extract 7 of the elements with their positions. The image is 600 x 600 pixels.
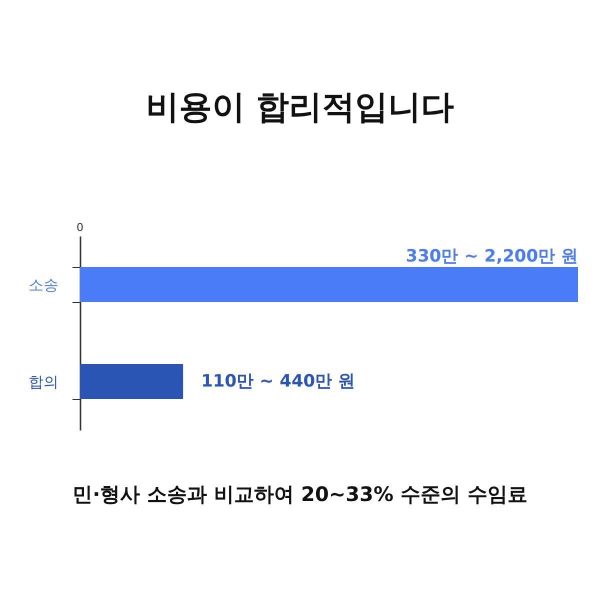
- annotation: 110만 ~ 440만 원: [201, 372, 356, 392]
- annotation: 330만 ~ 2,200만 원: [406, 246, 578, 266]
- text: 0: [76, 221, 84, 234]
- y-tick-label: 합의: [28, 373, 58, 391]
- y-tick-label: 소송: [28, 276, 58, 294]
- text: 민·형사 소송과 비교하여 20~33% 수준의 수임료: [72, 482, 528, 506]
- chart-title: 비용이 합리적입니다: [146, 87, 454, 126]
